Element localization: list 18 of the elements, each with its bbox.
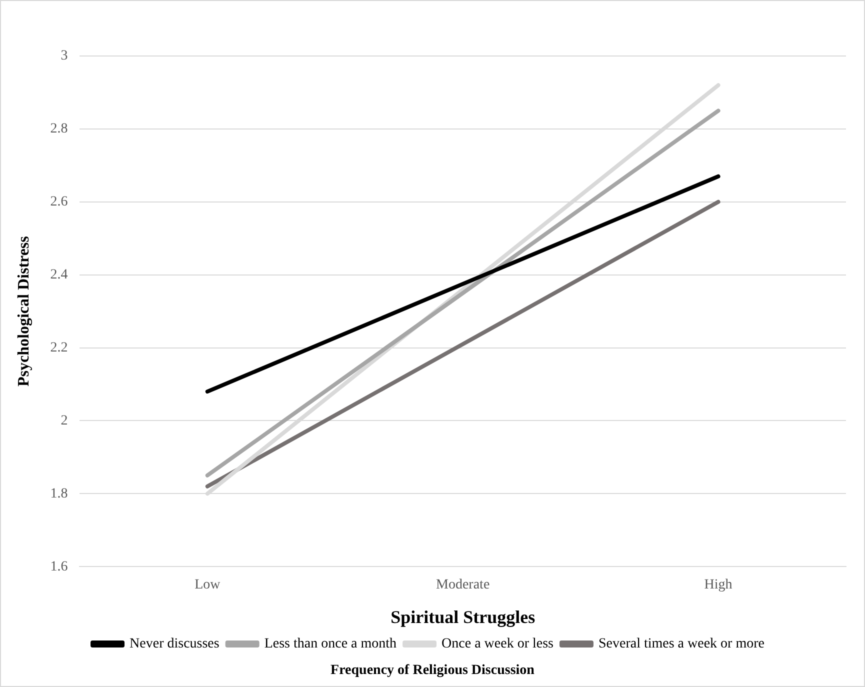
- x-tick-label: Moderate: [436, 578, 490, 593]
- y-tick-label: 2.2: [50, 340, 68, 356]
- y-tick-label: 1.8: [50, 486, 68, 502]
- y-tick-label: 1.6: [50, 559, 68, 574]
- y-tick-label: 3: [60, 48, 68, 64]
- x-tick-label: Low: [194, 578, 222, 593]
- y-tick-label: 2: [60, 413, 68, 428]
- legend-label: Never discusses: [130, 636, 220, 652]
- legend-label: Once a week or less: [442, 636, 554, 652]
- y-tick-label: 2.4: [50, 268, 68, 282]
- legend-label: Several times a week or more: [598, 636, 764, 652]
- legend-title: Frequency of Religious Discussion: [330, 663, 536, 679]
- y-tick-label: 2.6: [50, 194, 68, 210]
- y-axis-title: Psychological Distress: [16, 236, 33, 386]
- y-tick-label: 2.8: [50, 122, 68, 137]
- x-axis-title: Spiritual Struggles: [390, 606, 536, 627]
- legend-label: Less than once a month: [264, 636, 397, 652]
- x-tick-label: High: [704, 578, 732, 593]
